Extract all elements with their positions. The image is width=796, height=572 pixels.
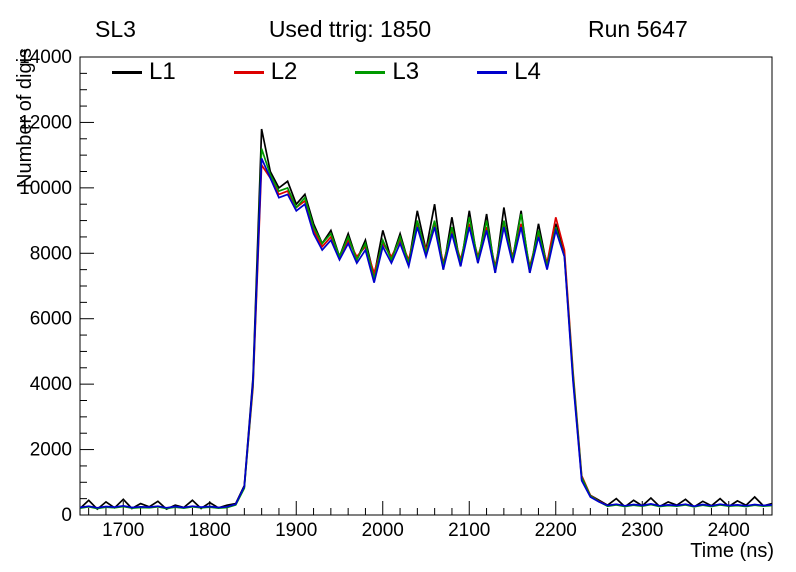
legend-entry-l2: L2 [233,58,298,86]
legend-line-marker-l4 [477,70,508,74]
x-tick-label: 1900 [275,520,317,541]
series-line-l2 [79,162,773,509]
x-tick-label: 2100 [448,520,490,541]
y-tick-label: 2000 [30,440,72,461]
x-tick-label: 1800 [189,520,231,541]
x-axis-title: Time (ns) [690,540,774,562]
plot-title: Used ttrig: 1850 [268,16,432,42]
y-tick-label: 14000 [19,47,72,68]
legend-entry-l4: L4 [477,58,541,86]
legend-entry-l3: L3 [355,58,419,86]
run-number-label: Run 5647 [588,16,688,42]
plot-frame [79,56,773,516]
legend-label-l2: L2 [270,58,298,85]
x-tick-label: 2400 [708,520,750,541]
x-tick-label: 2300 [621,520,663,541]
y-axis-title: Number of digis [14,47,36,188]
series-line-l1 [79,128,773,511]
legend-label-l4: L4 [514,58,541,85]
legend-line-marker-l3 [355,70,386,74]
legend-line-marker-l2 [233,70,264,74]
legend-label-l3: L3 [392,58,420,85]
y-tick-label: 12000 [19,112,72,133]
y-tick-label: 0 [61,505,72,526]
legend-entry-l1: L1 [112,58,176,86]
y-tick-label: 6000 [30,309,72,330]
x-tick-label: 1700 [102,520,144,541]
legend-line-marker-l1 [112,70,142,74]
y-tick-label: 8000 [30,243,72,264]
series-line-l4 [79,158,773,509]
superlayer-label: SL3 [95,16,136,42]
legend-label-l1: L1 [149,58,176,85]
x-tick-label: 2000 [362,520,404,541]
y-tick-label: 4000 [30,374,72,395]
y-tick-label: 10000 [19,178,72,199]
legend: L1 L2 L3 L4 [112,58,541,86]
x-tick-label: 2200 [535,520,577,541]
series-line-l3 [79,148,773,510]
